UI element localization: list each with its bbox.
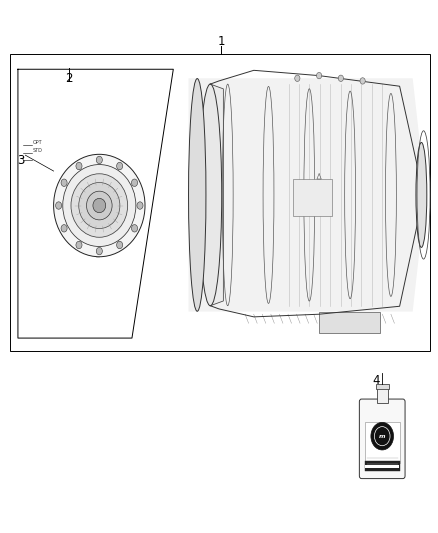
Circle shape (76, 163, 82, 169)
Bar (319, 312, 380, 333)
Text: 1: 1 (217, 35, 225, 47)
Ellipse shape (63, 165, 136, 246)
Circle shape (56, 202, 62, 209)
Circle shape (131, 179, 138, 187)
Circle shape (61, 224, 67, 232)
Bar (364, 422, 400, 463)
Ellipse shape (93, 198, 106, 213)
Text: m: m (379, 434, 385, 439)
Ellipse shape (53, 155, 145, 257)
Polygon shape (188, 78, 426, 312)
Circle shape (96, 156, 102, 164)
Circle shape (360, 78, 365, 84)
Circle shape (61, 179, 67, 187)
Text: STD: STD (33, 148, 42, 154)
Ellipse shape (79, 182, 120, 229)
Polygon shape (210, 84, 223, 306)
Bar (364, 461, 400, 471)
Ellipse shape (87, 191, 112, 220)
Bar (376, 384, 389, 389)
Circle shape (371, 422, 393, 450)
Circle shape (295, 75, 300, 82)
Ellipse shape (199, 84, 222, 306)
Ellipse shape (71, 174, 127, 237)
Bar (293, 179, 332, 216)
Circle shape (96, 247, 102, 255)
Circle shape (117, 241, 123, 249)
Circle shape (131, 224, 138, 232)
Circle shape (137, 202, 143, 209)
Circle shape (76, 241, 82, 249)
Ellipse shape (416, 142, 427, 247)
Bar (10, 54, 430, 351)
Text: 3: 3 (17, 154, 25, 167)
Circle shape (117, 163, 123, 169)
FancyBboxPatch shape (359, 399, 405, 479)
Text: OPT: OPT (33, 141, 42, 146)
Circle shape (374, 426, 390, 446)
Ellipse shape (188, 78, 206, 311)
Circle shape (317, 72, 322, 79)
Bar (377, 388, 388, 403)
Text: 2: 2 (65, 72, 73, 85)
Text: 4: 4 (372, 374, 379, 387)
Circle shape (338, 75, 343, 82)
Bar (365, 465, 399, 468)
